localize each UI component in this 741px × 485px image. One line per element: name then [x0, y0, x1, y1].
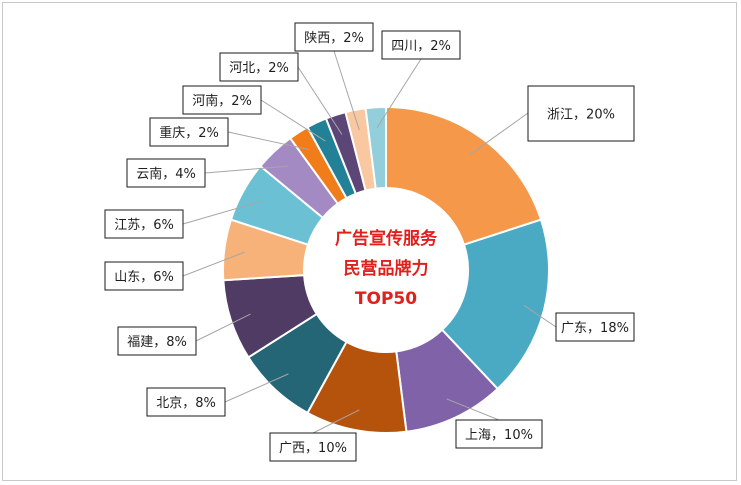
data-label-2: 上海，10%: [465, 428, 533, 443]
leader-line-6: [182, 251, 245, 277]
label-box-8: [126, 158, 206, 188]
label-box-7: [104, 209, 184, 239]
label-box-9: [149, 117, 229, 147]
data-label-11: 河北，2%: [229, 61, 289, 76]
data-label-10: 河南，2%: [192, 93, 252, 109]
center-title-line-1: 广告宣传服务: [335, 228, 438, 249]
center-title-line-3: TOP50: [355, 289, 417, 309]
label-box-10: [182, 85, 262, 115]
data-label-9: 重庆，2%: [159, 125, 219, 141]
data-label-12: 陕西，2%: [304, 31, 364, 46]
data-label-4: 北京，8%: [156, 396, 216, 411]
leader-line-13: [376, 58, 422, 129]
slices-group: [222, 105, 550, 434]
data-label-7: 江苏，6%: [114, 217, 174, 233]
label-box-12: [294, 22, 374, 52]
leader-line-8: [204, 165, 289, 174]
data-label-5: 福建，8%: [127, 335, 187, 350]
slice-1: [440, 218, 550, 391]
label-box-13: [381, 30, 461, 60]
label-box-2: [455, 419, 543, 449]
data-label-13: 四川，2%: [391, 39, 451, 54]
label-box-4: [146, 387, 226, 417]
label-box-0: [527, 85, 635, 142]
leader-line-1: [523, 305, 557, 328]
leader-line-0: [469, 112, 529, 156]
data-label-6: 山东，6%: [114, 270, 174, 285]
leader-line-2: [446, 398, 500, 421]
label-box-1: [555, 312, 635, 342]
data-label-0: 浙江，20%: [547, 108, 615, 123]
center-title: 广告宣传服务 民营品牌力 TOP50: [335, 228, 438, 309]
label-box-6: [104, 261, 184, 291]
slice-0: [385, 105, 543, 246]
center-title-line-2: 民营品牌力: [344, 258, 429, 279]
leader-line-3: [312, 409, 360, 434]
leader-line-11: [297, 66, 343, 135]
leader-line-12: [333, 50, 360, 131]
data-label-8: 云南，4%: [136, 166, 196, 182]
leader-line-7: [182, 200, 262, 225]
leader-line-5: [195, 313, 251, 342]
labels-group: 浙江，20% 广东，18% 上海，10% 广西，10% 北京，8% 福建，8% 山东，6% 江…: [104, 22, 635, 462]
label-box-5: [117, 326, 197, 356]
data-label-1: 广东，18%: [561, 321, 629, 336]
leader-line-4: [224, 373, 289, 403]
label-box-11: [219, 52, 299, 82]
leader-line-9: [227, 131, 310, 151]
leader-lines-group: [182, 50, 557, 434]
leader-line-10: [260, 99, 326, 142]
label-box-3: [269, 432, 357, 462]
slice-13: [364, 105, 387, 190]
data-label-3: 广西，10%: [279, 441, 347, 456]
